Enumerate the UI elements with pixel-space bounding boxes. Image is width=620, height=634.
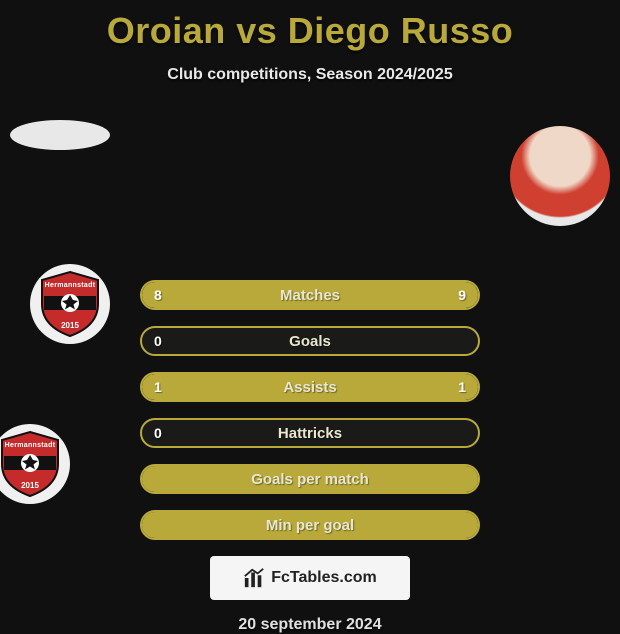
page-title: Oroian vs Diego Russo: [0, 0, 620, 52]
stat-value-right: 9: [458, 282, 466, 308]
club-crest-left: Hermannstadt 2015: [30, 264, 110, 344]
stat-label: Goals: [142, 328, 478, 354]
player-right-avatar: [510, 126, 610, 226]
stat-label: Hattricks: [142, 420, 478, 446]
player-left-avatar: [10, 120, 110, 150]
club-crest-right: Hermannstadt 2015: [0, 424, 70, 504]
stat-value-left: 0: [154, 420, 162, 446]
stat-row: Min per goal: [140, 510, 480, 540]
stat-value-left: 0: [154, 328, 162, 354]
branding-badge: FcTables.com: [210, 556, 410, 600]
stats-container: Matches89Goals0Assists11Hattricks0Goals …: [140, 280, 480, 540]
stat-label: Goals per match: [142, 466, 478, 492]
page-subtitle: Club competitions, Season 2024/2025: [0, 66, 620, 84]
stat-label: Min per goal: [142, 512, 478, 538]
stat-row: Matches8 9: [140, 280, 480, 310]
crest-left-name: Hermannstadt: [30, 282, 110, 289]
crest-right-name: Hermannstadt: [0, 442, 70, 449]
crest-right-year: 2015: [0, 481, 70, 490]
date-text: 20 september 2024: [0, 616, 620, 634]
stat-value-left: 8: [154, 282, 162, 308]
stat-value-left: 1: [154, 374, 162, 400]
stat-row: Hattricks0: [140, 418, 480, 448]
stat-label: Assists: [142, 374, 478, 400]
stat-value-right: 1: [458, 374, 466, 400]
stat-row: Assists1 1: [140, 372, 480, 402]
stat-label: Matches: [142, 282, 478, 308]
crest-left-year: 2015: [30, 321, 110, 330]
chart-icon: [243, 567, 265, 589]
stat-row: Goals0: [140, 326, 480, 356]
branding-text: FcTables.com: [271, 569, 377, 587]
stat-row: Goals per match: [140, 464, 480, 494]
